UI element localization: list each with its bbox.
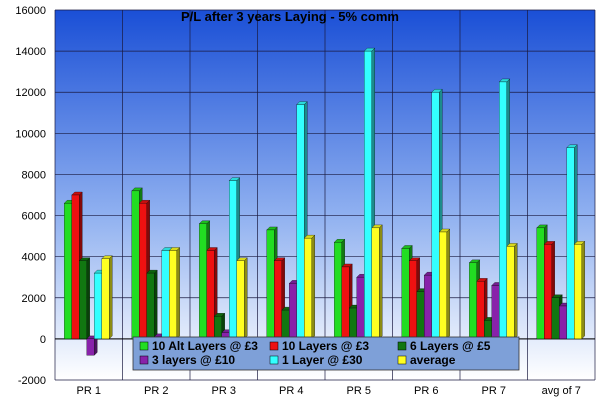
legend-item: 3 layers @ £10	[139, 353, 235, 367]
bar	[236, 257, 248, 340]
bars	[63, 47, 586, 356]
bar	[101, 255, 113, 340]
y-tick-label: 4000	[22, 252, 46, 264]
legend-item: 1 Layer @ £30	[269, 353, 363, 367]
x-tick-label: PR 4	[279, 385, 303, 397]
y-tick-label: 0	[40, 334, 46, 346]
y-tick-label: 10000	[15, 128, 46, 140]
legend-swatch	[269, 355, 279, 365]
legend-item: 6 Layers @ £5	[397, 339, 491, 353]
chart-title: P/L after 3 years Laying - 5% comm	[181, 9, 399, 24]
bar	[303, 234, 316, 340]
legend-swatch	[397, 341, 407, 351]
x-axis-ticks: PR 1 PR 2 PR 3 PR 4 PR 5 PR 6 PR 7 avg of 7	[77, 385, 581, 397]
legend-item: 10 Alt Layers @ £3	[139, 339, 258, 353]
bar	[573, 240, 586, 340]
x-tick-label: PR 7	[482, 385, 506, 397]
y-tick-label: 16000	[15, 5, 46, 17]
x-tick-label: PR 5	[347, 385, 371, 397]
legend-label: 1 Layer @ £30	[282, 353, 363, 367]
legend-swatch	[397, 355, 407, 365]
legend-label: 6 Layers @ £5	[410, 339, 491, 353]
bar	[371, 224, 383, 340]
bar	[78, 257, 91, 340]
bar	[506, 243, 518, 340]
legend-item: average	[397, 353, 456, 367]
y-tick-label: 6000	[22, 211, 46, 223]
x-tick-label: PR 1	[77, 385, 101, 397]
legend-label: average	[410, 353, 456, 367]
legend-swatch	[269, 341, 279, 351]
bar	[146, 269, 158, 340]
legend-swatch	[139, 341, 149, 351]
y-tick-label: 8000	[22, 169, 46, 181]
y-axis-ticks: -2000 0 2000 4000 6000 8000 10000 12000 14000 160…	[15, 5, 46, 387]
y-tick-label: 14000	[15, 46, 46, 58]
legend-label: 10 Alt Layers @ £3	[152, 339, 258, 353]
x-tick-label: PR 6	[414, 385, 438, 397]
legend: 10 Alt Layers @ £3 10 Layers @ £3 6 Layers…	[132, 336, 520, 371]
y-tick-label: -2000	[18, 375, 46, 387]
x-tick-label: PR 2	[144, 385, 168, 397]
legend-box	[132, 336, 520, 371]
y-tick-label: 12000	[15, 87, 46, 99]
legend-label: 3 layers @ £10	[152, 353, 235, 367]
y-tick-label: 2000	[22, 293, 46, 305]
legend-swatch	[139, 355, 149, 365]
x-tick-label: PR 3	[212, 385, 236, 397]
legend-label: 10 Layers @ £3	[282, 339, 369, 353]
legend-item: 10 Layers @ £3	[269, 339, 369, 353]
x-tick-label: avg of 7	[542, 385, 581, 397]
bar	[168, 247, 181, 340]
bar	[438, 228, 451, 340]
